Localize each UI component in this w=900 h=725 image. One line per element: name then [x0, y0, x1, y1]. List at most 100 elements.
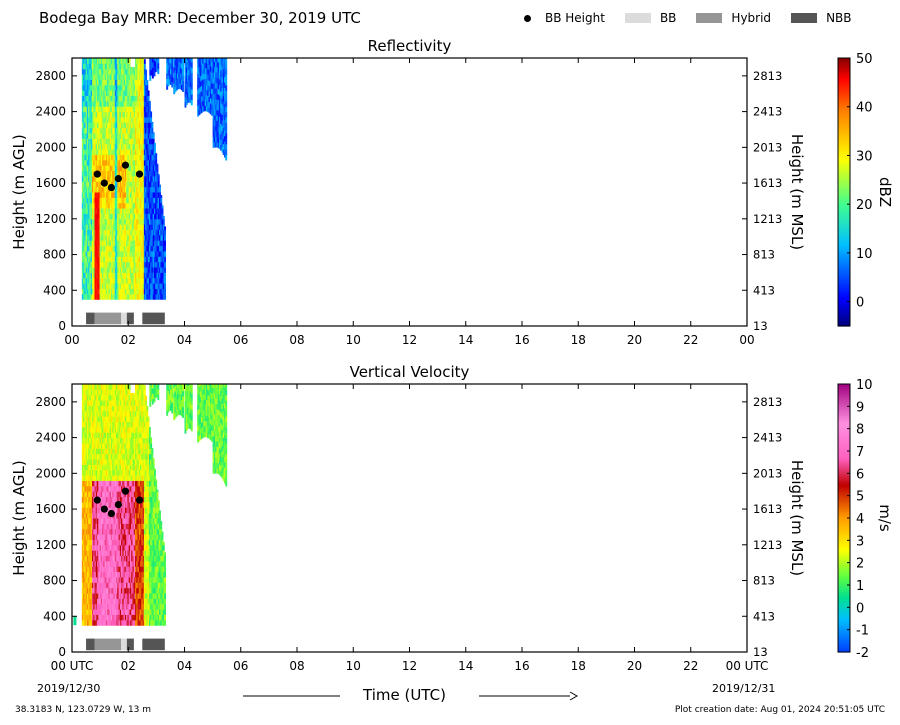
- refl-cell: [151, 181, 154, 188]
- vel-cell: [91, 416, 94, 423]
- vel-cell: [93, 550, 96, 557]
- x-tick-label: 00: [64, 333, 79, 347]
- refl-cell: [105, 250, 108, 257]
- refl-cell: [100, 267, 103, 273]
- vel-cell: [99, 609, 102, 615]
- vel-cell: [118, 496, 121, 503]
- refl-cell: [84, 272, 87, 279]
- refl-cell: [86, 165, 89, 172]
- refl-cell: [116, 245, 118, 252]
- vel-cell: [102, 609, 104, 615]
- refl-cell: [147, 267, 150, 273]
- refl-cell: [138, 240, 141, 247]
- vel-cell: [105, 571, 108, 578]
- vel-cell: [91, 501, 94, 508]
- vel-cell: [112, 534, 115, 540]
- refl-cell: [95, 234, 98, 241]
- refl-cell: [178, 83, 181, 89]
- vel-cell: [117, 512, 120, 519]
- refl-cell: [143, 100, 146, 107]
- refl-cell: [102, 202, 104, 209]
- refl-cell: [114, 240, 117, 247]
- x-tick-label: 00: [739, 333, 754, 347]
- refl-cell: [208, 91, 211, 97]
- refl-cell: [156, 272, 159, 279]
- refl-cell: [105, 229, 108, 236]
- vel-cell: [113, 475, 116, 481]
- refl-cell: [105, 63, 108, 70]
- refl-cell: [91, 224, 94, 231]
- refl-cell: [208, 58, 211, 60]
- vel-cell: [93, 459, 96, 465]
- refl-cell: [137, 293, 140, 300]
- refl-cell: [94, 111, 97, 118]
- refl-cell: [104, 63, 107, 70]
- refl-cell: [170, 63, 172, 69]
- refl-cell: [131, 272, 134, 279]
- vel-cell: [95, 394, 98, 401]
- refl-cell: [156, 65, 158, 72]
- refl-cell: [136, 149, 139, 155]
- refl-cell: [100, 143, 103, 150]
- vel-cell: [117, 598, 120, 605]
- refl-cell: [137, 218, 140, 225]
- refl-cell: [124, 186, 127, 193]
- vel-cell: [119, 453, 122, 460]
- refl-cell: [93, 224, 96, 231]
- vel-cell: [94, 619, 97, 626]
- vel-cell: [105, 534, 108, 540]
- vel-cell: [109, 528, 112, 535]
- refl-cell: [187, 59, 189, 66]
- refl-cell: [98, 288, 101, 295]
- refl-cell: [187, 80, 189, 87]
- refl-cell: [135, 143, 137, 150]
- refl-cell: [136, 197, 139, 204]
- vel-cell: [97, 416, 99, 423]
- refl-cell: [103, 272, 106, 279]
- refl-cell: [213, 88, 216, 94]
- vel-cell: [103, 528, 106, 535]
- refl-cell: [131, 143, 134, 150]
- vel-cell: [85, 464, 88, 471]
- refl-cell: [90, 63, 93, 70]
- refl-cell: [124, 170, 127, 177]
- vel-cell: [124, 405, 127, 412]
- refl-cell: [98, 202, 101, 209]
- refl-cell: [121, 133, 123, 139]
- refl-cell: [150, 186, 153, 193]
- refl-cell: [177, 72, 179, 79]
- vel-cell: [110, 464, 113, 471]
- refl-cell: [137, 229, 140, 236]
- vel-cell: [119, 459, 122, 465]
- refl-cell: [85, 116, 88, 123]
- vel-cell: [108, 384, 111, 390]
- refl-cell: [81, 95, 84, 102]
- vel-cell: [110, 469, 113, 476]
- vel-cell: [103, 555, 106, 562]
- vel-cell: [122, 394, 125, 401]
- colorbar-step: [838, 138, 850, 142]
- vel-cell: [124, 512, 127, 519]
- vel-cell: [84, 555, 87, 562]
- refl-cell: [154, 60, 157, 67]
- refl-cell: [142, 213, 145, 220]
- refl-cell: [110, 63, 113, 70]
- refl-cell: [95, 127, 98, 134]
- refl-cell: [202, 105, 205, 112]
- vel-cell: [97, 614, 99, 621]
- vel-cell: [97, 485, 99, 492]
- refl-cell: [215, 58, 218, 62]
- refl-cell: [123, 283, 126, 289]
- vel-cell: [93, 480, 96, 487]
- vel-cell: [121, 491, 123, 498]
- colorbar-step: [838, 310, 850, 314]
- refl-cell: [146, 256, 149, 263]
- refl-cell: [142, 63, 145, 70]
- vel-cell: [114, 400, 117, 406]
- vel-cell: [108, 469, 111, 476]
- refl-cell: [212, 136, 215, 143]
- refl-cell: [85, 256, 88, 263]
- vel-cell: [124, 410, 127, 417]
- refl-cell: [99, 111, 102, 118]
- refl-cell: [188, 96, 191, 103]
